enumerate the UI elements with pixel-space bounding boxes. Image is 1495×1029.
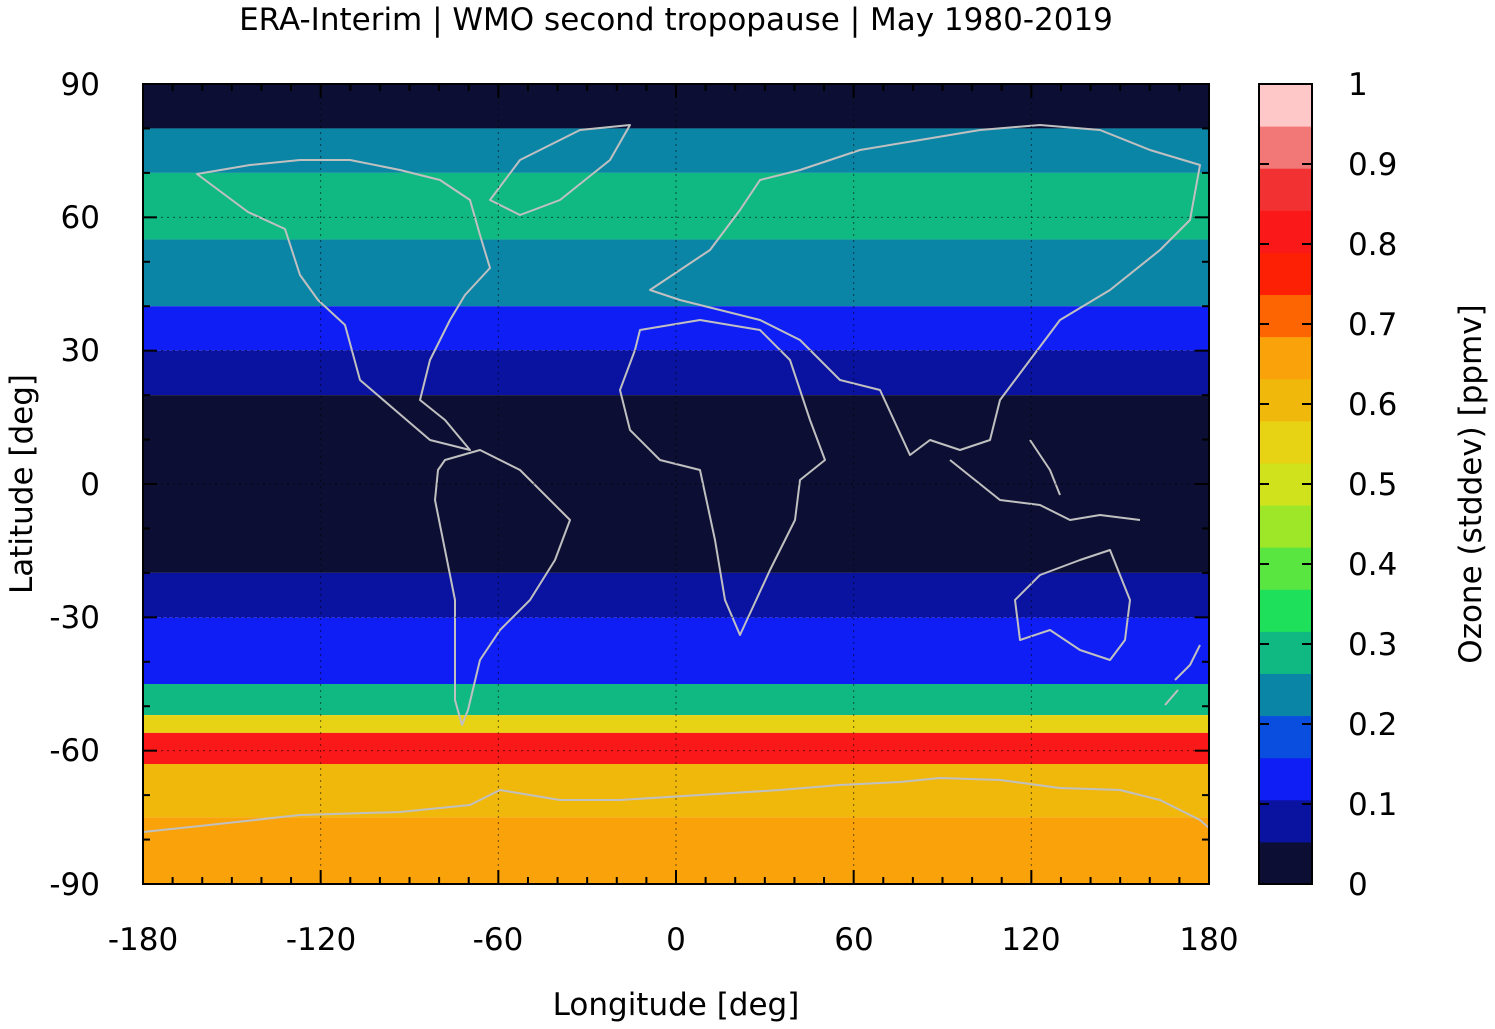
colorbar-tick-label: 0.8 [1348,227,1397,263]
coastline-maritime-continent [949,439,1141,521]
colorbar-tick-label: 0.3 [1348,627,1397,663]
colorbar-segment [1259,378,1312,422]
x-tick-label: -60 [473,922,524,958]
colorbar-tick-label: 0.5 [1348,467,1397,503]
x-tick-labels: -180 -120 -60 0 60 120 180 [108,922,1239,958]
y-tick-label: -60 [49,733,100,769]
heatmap-band [143,684,1209,716]
colorbar-segment [1259,168,1312,211]
chart-title: ERA-Interim | WMO second tropopause | Ma… [239,2,1113,38]
colorbar-tick-label: 0.7 [1348,307,1397,343]
y-tick-label: 30 [61,333,100,369]
y-tick-label: -90 [49,867,100,903]
colorbar-tick-label: 0.9 [1348,147,1397,183]
heatmap-band [143,764,1209,818]
colorbar-tick-label: 1 [1348,67,1368,103]
y-axis-label: Latitude [deg] [4,374,40,594]
colorbar-tick-label: 0.2 [1348,707,1397,743]
y-tick-label: 60 [61,200,100,236]
colorbar-segment [1259,294,1312,338]
colorbar-segment [1259,505,1312,548]
colorbar-tick-label: 0.6 [1348,387,1397,423]
colorbar-segment [1259,673,1312,717]
x-tick-label: 120 [1001,922,1060,958]
y-tick-labels: 90 60 30 0 -30 -60 -90 [49,67,100,903]
colorbar-segment [1259,210,1312,253]
colorbar-segment [1259,252,1312,296]
colorbar-ticks [1259,83,1312,885]
x-tick-label: -180 [108,922,178,958]
colorbar-segment [1259,336,1312,380]
colorbar-segment [1259,547,1312,590]
heatmap-band [143,732,1209,764]
grid-lines [143,84,1209,884]
coastline-eurasia [649,124,1201,456]
coastline-overlay [143,124,1209,833]
coastline-greenland [489,124,631,216]
colorbar-segment [1259,84,1312,127]
colorbar-tick-label: 0 [1348,867,1368,903]
colorbar-segment [1259,757,1312,801]
x-tick-label: -120 [286,922,356,958]
coastline-africa [619,319,826,636]
coastline-australia [1014,549,1131,661]
coastline-antarctica [143,777,1209,833]
coastline-south-america [434,449,571,726]
colorbar-segment [1259,799,1312,843]
heatmap-band [143,715,1209,733]
colorbar-segment [1259,589,1312,632]
axis-ticks [142,83,1210,885]
colorbar-segment [1259,420,1312,464]
colorbar-segment [1259,715,1312,759]
colorbar-segment [1259,126,1312,169]
colorbar-tick-label: 0.4 [1348,547,1397,583]
x-tick-label: 180 [1179,922,1238,958]
coastline-north-america [196,159,491,451]
colorbar-segment [1259,631,1312,674]
colorbar-tick-labels: 1 0.9 0.8 0.7 0.6 0.5 0.4 0.3 0.2 0.1 0 [1348,67,1397,903]
x-tick-label: 60 [834,922,873,958]
y-tick-label: 0 [80,467,100,503]
coastline-new-zealand [1164,644,1201,706]
y-tick-label: 90 [61,67,100,103]
colorbar-segment [1259,841,1312,885]
colorbar-tick-label: 0.1 [1348,787,1397,823]
x-axis-label: Longitude [deg] [553,987,800,1023]
colorbar-label: Ozone (stddev) [ppmv] [1453,304,1489,663]
y-tick-label: -30 [49,600,100,636]
x-tick-label: 0 [666,922,686,958]
